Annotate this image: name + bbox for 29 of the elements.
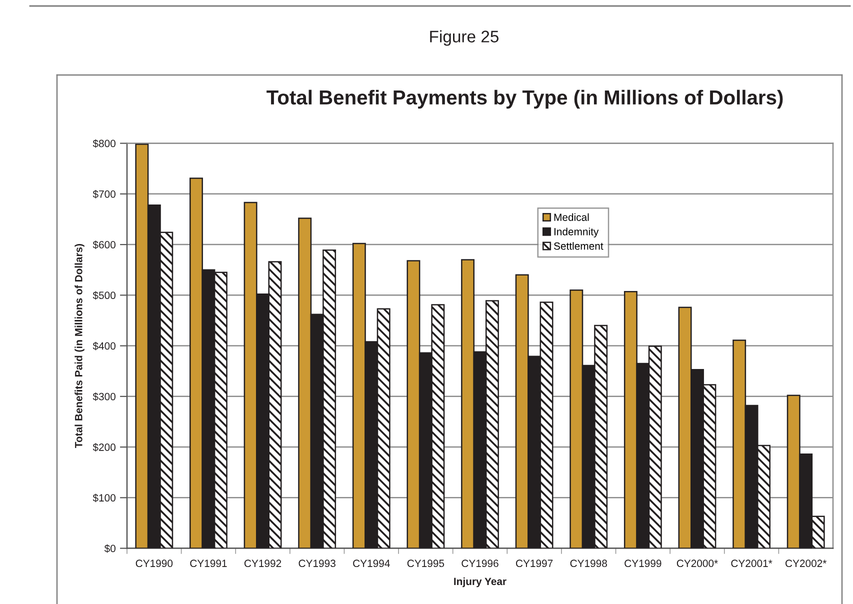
x-tick-label: CY1990	[136, 560, 173, 568]
x-axis-title: Injury Year	[454, 577, 506, 588]
y-tick-label: $600	[92, 240, 116, 250]
y-tick-label: $700	[92, 190, 116, 198]
x-tick-label: CY1992	[244, 560, 282, 568]
x-tick-label: CY1995	[407, 560, 444, 568]
y-tick-label: $0	[104, 544, 116, 553]
y-axis-title: Total Benefits Paid (in Millions of Dollars)	[74, 244, 84, 448]
x-tick-label: CY2000*	[676, 560, 718, 568]
x-tick-label: CY1991	[190, 560, 227, 568]
x-tick-label: CY2002*	[786, 560, 827, 568]
legend-label: Indemnity	[554, 228, 599, 238]
y-tick-label: $500	[92, 291, 116, 300]
x-tick-label: CY1997	[516, 560, 553, 568]
x-tick-label: CY1996	[462, 560, 498, 568]
y-tick-label: $400	[92, 342, 116, 350]
legend-label: Medical	[554, 213, 589, 221]
caption: Figure 25	[430, 30, 499, 46]
x-tick-label: CY2001*	[731, 560, 772, 568]
x-tick-label: CY1999	[624, 560, 662, 568]
y-tick-label: $200	[92, 443, 116, 452]
x-tick-label: CY1993	[298, 560, 336, 568]
y-tick-label: $300	[92, 392, 116, 401]
x-tick-label: CY1998	[570, 560, 607, 568]
x-tick-label: CY1994	[353, 560, 390, 568]
legend-label: Settlement	[554, 242, 604, 250]
y-tick-label: $800	[92, 139, 116, 148]
y-tick-label: $100	[92, 494, 116, 502]
chart-title: Total Benefit Payments by Type (in Millions of Dollars)	[266, 90, 783, 109]
